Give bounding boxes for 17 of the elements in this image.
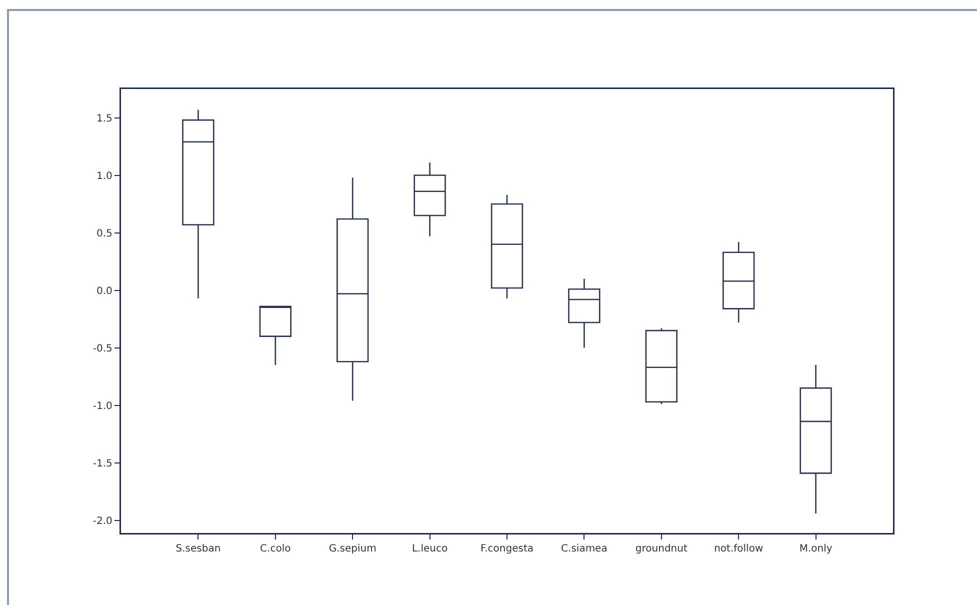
x-tick-label: S.sesban: [176, 544, 221, 555]
y-tick-label: -2.0: [92, 516, 112, 527]
x-tick-label: C.colo: [260, 544, 291, 555]
y-tick-label: -1.0: [92, 400, 112, 412]
x-tick-label: L.leuco: [412, 544, 448, 555]
x-tick-label: groundnut: [635, 544, 688, 555]
x-tick-label: F.congesta: [480, 544, 534, 555]
x-tick-label: C.siamea: [561, 544, 608, 555]
y-tick-label: 0.5: [96, 228, 112, 240]
y-tick-label: 1.0: [96, 170, 112, 182]
y-tick-label: 1.5: [96, 113, 112, 124]
y-tick-label: -1.5: [92, 458, 112, 470]
y-tick-label: -0.5: [92, 343, 112, 354]
x-tick-label: G.sepium: [328, 544, 376, 555]
x-tick-label: not.follow: [714, 544, 764, 555]
y-tick-label: 0.0: [96, 286, 112, 297]
x-tick-label: M.only: [799, 544, 832, 555]
